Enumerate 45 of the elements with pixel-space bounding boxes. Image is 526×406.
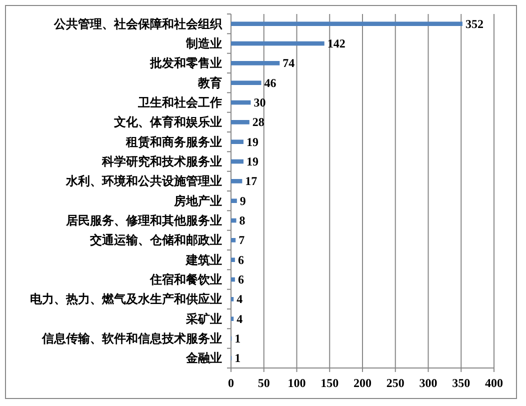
y-tick-label: 教育 <box>197 76 222 90</box>
data-label: 7 <box>238 233 245 248</box>
data-label: 74 <box>282 56 295 70</box>
data-label: 9 <box>240 194 246 208</box>
data-label: 142 <box>327 36 346 50</box>
y-tick-label: 房地产业 <box>173 194 222 208</box>
x-tick-label: 50 <box>258 376 270 390</box>
x-tick-label: 150 <box>320 376 339 390</box>
data-label: 30 <box>254 96 266 110</box>
x-tick-label: 350 <box>452 376 470 390</box>
data-label: 17 <box>245 174 258 188</box>
x-tick-label: 0 <box>228 376 234 390</box>
x-tick-label: 400 <box>485 376 503 390</box>
x-tick-label: 300 <box>419 376 438 390</box>
y-tick-label: 信息传输、软件和信息技术服务业 <box>41 332 222 346</box>
data-label: 19 <box>246 134 258 149</box>
y-tick-label: 制造业 <box>185 36 222 50</box>
y-tick-label: 批发和零售业 <box>149 56 222 70</box>
x-tick-label: 100 <box>288 376 306 390</box>
y-tick-label: 租赁和商务服务业 <box>125 134 222 149</box>
data-label: 352 <box>465 16 484 31</box>
y-tick-label: 采矿业 <box>185 312 222 326</box>
data-label: 4 <box>236 292 243 306</box>
y-tick-label: 卫生和社会工作 <box>137 96 222 110</box>
y-tick-label: 科学研究和技术服务业 <box>101 154 222 168</box>
y-tick-label: 文化、体育和娱乐业 <box>113 115 222 130</box>
y-tick-label: 公共管理、社会保障和社会组织 <box>53 16 223 31</box>
data-label: 4 <box>236 312 243 326</box>
y-tick-label: 电力、热力、燃气及水生产和供应业 <box>30 292 222 306</box>
x-tick-label: 200 <box>354 376 372 390</box>
data-label: 19 <box>246 154 258 168</box>
data-label: 6 <box>238 252 244 267</box>
y-tick-label: 金融业 <box>185 351 222 366</box>
data-label: 6 <box>238 272 244 286</box>
data-label: 1 <box>234 351 241 366</box>
y-tick-label: 交通运输、仓储和邮政业 <box>89 233 222 248</box>
y-tick-label: 建筑业 <box>185 252 222 267</box>
data-label: 28 <box>252 115 264 130</box>
data-label: 8 <box>239 214 246 228</box>
data-label: 1 <box>234 332 241 346</box>
data-label: 46 <box>264 76 276 90</box>
y-tick-label: 住宿和餐饮业 <box>149 272 222 286</box>
x-tick-label: 250 <box>386 376 404 390</box>
y-tick-label: 水利、环境和公共设施管理业 <box>65 174 222 188</box>
y-tick-label: 居民服务、修理和其他服务业 <box>65 214 222 228</box>
